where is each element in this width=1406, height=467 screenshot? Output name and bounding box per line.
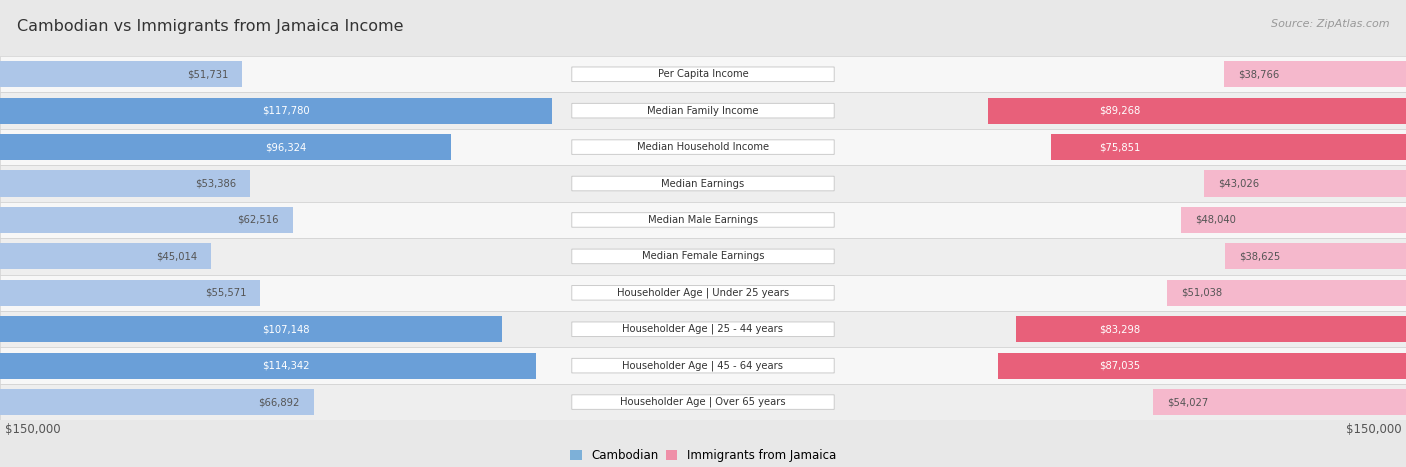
FancyBboxPatch shape [572, 395, 834, 410]
Bar [0, 243, 211, 269]
Bar [0, 238, 1406, 275]
FancyBboxPatch shape [572, 322, 834, 337]
Bar [0, 280, 260, 306]
Text: Householder Age | 25 - 44 years: Householder Age | 25 - 44 years [623, 324, 783, 334]
Bar [0, 92, 1406, 129]
Bar [1225, 243, 1406, 269]
Bar [0, 311, 1406, 347]
Text: $150,000: $150,000 [4, 423, 60, 436]
Bar [1050, 134, 1406, 160]
Bar [0, 207, 292, 233]
Text: $96,324: $96,324 [266, 142, 307, 152]
Text: Householder Age | Under 25 years: Householder Age | Under 25 years [617, 288, 789, 298]
Text: $45,014: $45,014 [156, 251, 197, 262]
Text: $38,766: $38,766 [1239, 69, 1279, 79]
Text: $62,516: $62,516 [238, 215, 278, 225]
Bar [1225, 61, 1406, 87]
Bar [0, 56, 1406, 92]
Bar [0, 165, 1406, 202]
Bar [0, 316, 502, 342]
Bar [0, 134, 451, 160]
Bar [0, 61, 242, 87]
Bar [1015, 316, 1406, 342]
Text: Per Capita Income: Per Capita Income [658, 69, 748, 79]
Text: $66,892: $66,892 [259, 397, 299, 407]
Text: Median Female Earnings: Median Female Earnings [641, 251, 765, 262]
Bar [1167, 280, 1406, 306]
FancyBboxPatch shape [572, 358, 834, 373]
Bar [0, 389, 314, 415]
Text: $75,851: $75,851 [1099, 142, 1140, 152]
Text: $38,625: $38,625 [1239, 251, 1281, 262]
Bar [1181, 207, 1406, 233]
Bar [0, 353, 536, 379]
Bar [998, 353, 1406, 379]
Bar [1205, 170, 1406, 197]
Text: $55,571: $55,571 [205, 288, 246, 298]
Text: Median Family Income: Median Family Income [647, 106, 759, 116]
Legend: Cambodian, Immigrants from Jamaica: Cambodian, Immigrants from Jamaica [569, 449, 837, 462]
FancyBboxPatch shape [572, 285, 834, 300]
Bar [0, 347, 1406, 384]
Text: Median Male Earnings: Median Male Earnings [648, 215, 758, 225]
Bar [0, 384, 1406, 420]
Text: $117,780: $117,780 [262, 106, 309, 116]
Text: $43,026: $43,026 [1219, 178, 1260, 189]
Text: $54,027: $54,027 [1167, 397, 1208, 407]
Text: Cambodian vs Immigrants from Jamaica Income: Cambodian vs Immigrants from Jamaica Inc… [17, 19, 404, 34]
FancyBboxPatch shape [572, 249, 834, 264]
Bar [0, 202, 1406, 238]
FancyBboxPatch shape [572, 212, 834, 227]
Text: Householder Age | Over 65 years: Householder Age | Over 65 years [620, 397, 786, 407]
Bar [0, 98, 553, 124]
Bar [0, 170, 250, 197]
FancyBboxPatch shape [572, 140, 834, 155]
Bar [0, 275, 1406, 311]
Text: $89,268: $89,268 [1099, 106, 1140, 116]
Text: $51,731: $51,731 [187, 69, 228, 79]
FancyBboxPatch shape [572, 176, 834, 191]
Text: $53,386: $53,386 [195, 178, 236, 189]
Text: $48,040: $48,040 [1195, 215, 1236, 225]
Text: Median Earnings: Median Earnings [661, 178, 745, 189]
Text: $150,000: $150,000 [1346, 423, 1402, 436]
FancyBboxPatch shape [572, 103, 834, 118]
Text: Householder Age | 45 - 64 years: Householder Age | 45 - 64 years [623, 361, 783, 371]
Bar [0, 129, 1406, 165]
Bar [987, 98, 1406, 124]
FancyBboxPatch shape [572, 67, 834, 82]
Text: $107,148: $107,148 [262, 324, 309, 334]
Text: $51,038: $51,038 [1181, 288, 1222, 298]
Text: $87,035: $87,035 [1099, 361, 1140, 371]
Text: Median Household Income: Median Household Income [637, 142, 769, 152]
Text: $83,298: $83,298 [1099, 324, 1140, 334]
Bar [1153, 389, 1406, 415]
Text: Source: ZipAtlas.com: Source: ZipAtlas.com [1271, 19, 1389, 28]
Text: $114,342: $114,342 [262, 361, 309, 371]
